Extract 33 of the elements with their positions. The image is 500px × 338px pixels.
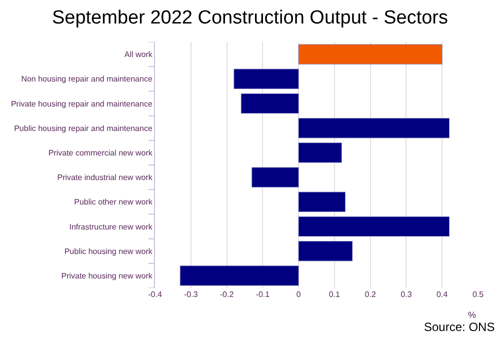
x-axis-title: % bbox=[468, 310, 476, 320]
bar bbox=[298, 241, 353, 262]
y-tick-label: Non housing repair and maintenance bbox=[21, 74, 153, 84]
y-tick-label: Private industrial new work bbox=[57, 173, 154, 182]
x-tick-label: 0.2 bbox=[364, 290, 376, 299]
x-tick-label: 0.3 bbox=[400, 290, 412, 299]
y-tick-label: Private housing new work bbox=[61, 272, 154, 280]
bar bbox=[234, 68, 299, 89]
chart-title: September 2022 Construction Output - Sectors bbox=[52, 7, 448, 28]
bar bbox=[252, 167, 299, 188]
y-tick-label: Private commercial new work bbox=[48, 148, 154, 158]
x-tick-label: 0.4 bbox=[436, 290, 448, 299]
x-tick-label: -0.1 bbox=[256, 290, 270, 299]
x-tick-label: 0 bbox=[296, 290, 302, 299]
x-tick-label: -0.3 bbox=[184, 290, 198, 299]
x-tick-label: -0.4 bbox=[148, 290, 162, 299]
y-tick-label: Public other new work bbox=[74, 198, 154, 207]
bar bbox=[298, 216, 450, 237]
y-tick-label: Public housing new work bbox=[64, 246, 154, 256]
bar bbox=[180, 266, 299, 286]
y-tick-label: Infrastructure new work bbox=[69, 222, 154, 232]
x-tick-label: 0.1 bbox=[328, 290, 341, 299]
y-tick-label: Private housing repair and maintenance bbox=[10, 99, 153, 108]
bar bbox=[298, 192, 346, 212]
x-tick-label: -0.2 bbox=[220, 290, 234, 299]
bar bbox=[240, 93, 299, 114]
bar bbox=[298, 44, 442, 64]
bar bbox=[298, 118, 450, 138]
source-note: Source: ONS bbox=[424, 320, 495, 334]
bar bbox=[298, 142, 342, 163]
y-tick-label: Public housing repair and maintenance bbox=[14, 124, 153, 133]
y-tick-label: All work bbox=[124, 50, 154, 60]
x-tick-label: 0.5 bbox=[472, 290, 484, 299]
